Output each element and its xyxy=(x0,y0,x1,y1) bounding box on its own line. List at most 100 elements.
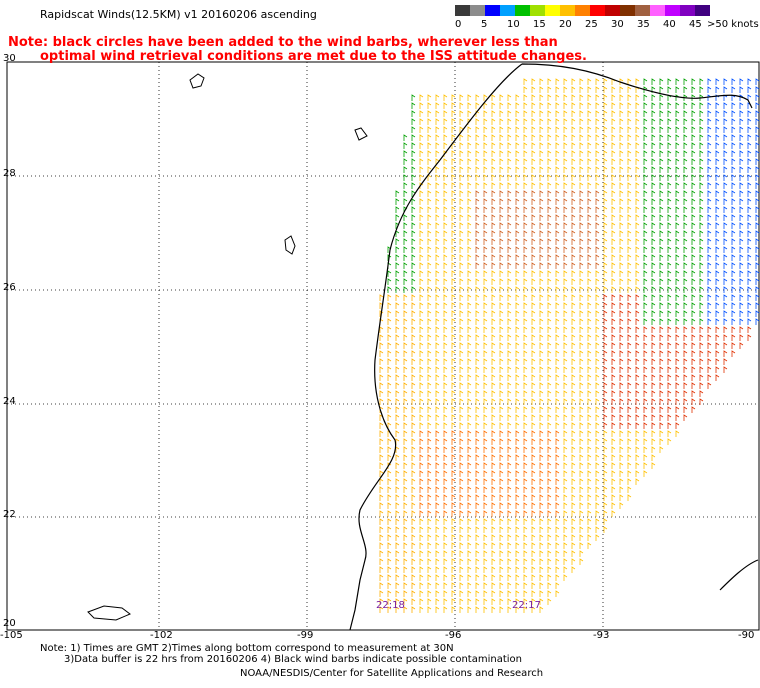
wind-barb xyxy=(419,566,424,573)
wind-barb xyxy=(643,86,648,93)
wind-barb xyxy=(683,318,688,325)
wind-barb xyxy=(459,566,464,573)
wind-barb xyxy=(435,454,440,461)
wind-barb xyxy=(507,110,512,117)
wind-barb xyxy=(459,374,464,381)
wind-barb xyxy=(587,318,592,325)
wind-barb xyxy=(443,462,448,469)
wind-barb xyxy=(443,182,448,189)
wind-barb xyxy=(467,350,472,357)
wind-barb xyxy=(451,382,456,389)
wind-barb xyxy=(755,102,760,109)
wind-barb xyxy=(427,206,432,213)
wind-barb xyxy=(715,302,720,309)
wind-barb xyxy=(595,94,600,101)
wind-barb xyxy=(435,222,440,229)
wind-barb xyxy=(635,118,640,125)
wind-barb xyxy=(555,358,560,365)
wind-barb xyxy=(707,262,712,269)
wind-barb xyxy=(403,606,408,613)
wind-barb xyxy=(419,118,424,125)
wind-barb xyxy=(427,190,432,197)
wind-barb xyxy=(699,254,704,261)
wind-barb xyxy=(523,174,528,181)
wind-barb xyxy=(563,462,568,469)
wind-barb xyxy=(531,598,536,605)
wind-barb xyxy=(491,134,496,141)
wind-barb xyxy=(595,118,600,125)
wind-barb xyxy=(643,238,648,245)
wind-barb xyxy=(571,558,576,565)
wind-barb xyxy=(483,166,488,173)
wind-barb xyxy=(587,430,592,437)
wind-barb xyxy=(579,446,584,453)
wind-barb xyxy=(723,238,728,245)
wind-barb xyxy=(579,270,584,277)
wind-barb xyxy=(483,350,488,357)
wind-barb xyxy=(467,94,472,101)
wind-barb xyxy=(443,502,448,509)
wind-barb xyxy=(563,254,568,261)
wind-barb xyxy=(467,110,472,117)
wind-barb xyxy=(627,318,632,325)
wind-barb xyxy=(411,446,416,453)
wind-barb xyxy=(387,334,392,341)
wind-barb xyxy=(467,158,472,165)
wind-barb xyxy=(547,526,552,533)
wind-barb xyxy=(411,358,416,365)
wind-barb xyxy=(579,382,584,389)
wind-barb xyxy=(403,590,408,597)
wind-barb xyxy=(587,142,592,149)
wind-barb xyxy=(483,142,488,149)
wind-barb xyxy=(627,86,632,93)
wind-barb xyxy=(667,134,672,141)
wind-barb xyxy=(515,598,520,605)
wind-barb xyxy=(523,350,528,357)
wind-barb xyxy=(403,558,408,565)
wind-barb xyxy=(531,294,536,301)
wind-barb xyxy=(571,398,576,405)
wind-barb xyxy=(659,286,664,293)
wind-barb xyxy=(571,246,576,253)
wind-barb xyxy=(411,334,416,341)
wind-barb xyxy=(475,374,480,381)
wind-barb xyxy=(387,574,392,581)
wind-barb xyxy=(547,350,552,357)
wind-barb xyxy=(587,334,592,341)
wind-barb xyxy=(603,390,608,397)
wind-barb xyxy=(539,438,544,445)
wind-barb xyxy=(419,582,424,589)
wind-barb xyxy=(435,150,440,157)
wind-barb xyxy=(419,238,424,245)
wind-barb xyxy=(555,166,560,173)
wind-barb xyxy=(515,438,520,445)
wind-barb xyxy=(587,462,592,469)
wind-barb xyxy=(499,182,504,189)
wind-barb xyxy=(443,102,448,109)
wind-barb xyxy=(427,110,432,117)
wind-barb xyxy=(483,278,488,285)
wind-barb xyxy=(395,558,400,565)
wind-barb xyxy=(451,534,456,541)
wind-barb xyxy=(507,550,512,557)
wind-barb xyxy=(427,398,432,405)
wind-barb xyxy=(659,78,664,85)
wind-barb xyxy=(555,438,560,445)
wind-barb xyxy=(403,446,408,453)
wind-barb xyxy=(451,350,456,357)
wind-barb xyxy=(467,334,472,341)
wind-barb xyxy=(571,302,576,309)
wind-barb xyxy=(419,134,424,141)
wind-barb xyxy=(427,430,432,437)
wind-barb xyxy=(595,286,600,293)
wind-barb xyxy=(411,166,416,173)
wind-barb xyxy=(411,254,416,261)
wind-barb xyxy=(563,190,568,197)
wind-barb xyxy=(603,502,608,509)
wind-barb xyxy=(619,150,624,157)
wind-barb xyxy=(387,294,392,301)
wind-barb xyxy=(691,318,696,325)
wind-barb xyxy=(475,174,480,181)
wind-barb xyxy=(579,534,584,541)
wind-barb xyxy=(539,174,544,181)
